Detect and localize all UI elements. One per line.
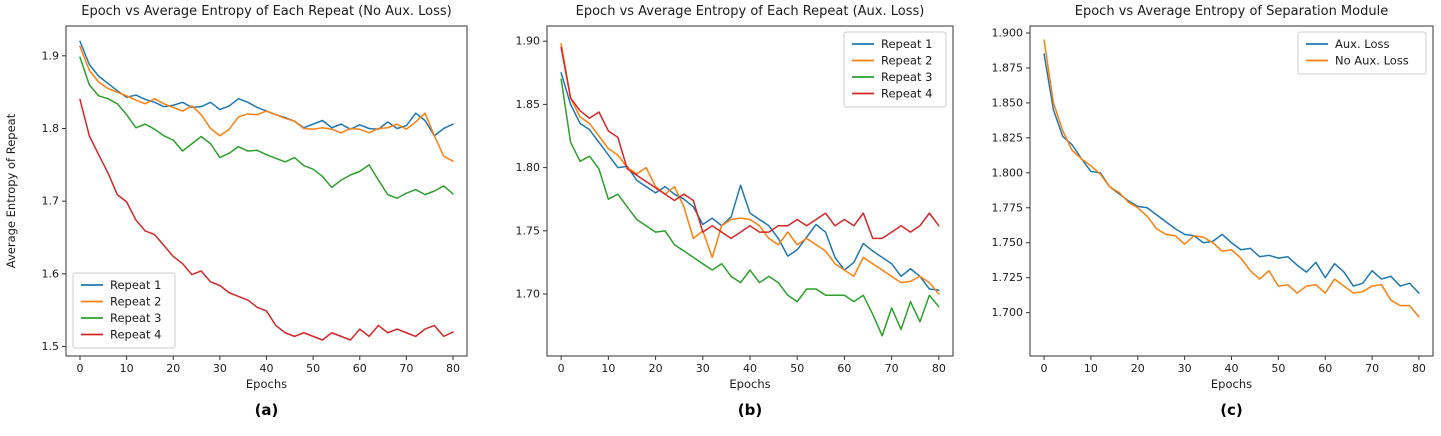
y-tick-label: 1.7 [42,195,60,208]
x-tick-label: 50 [306,362,320,375]
x-tick-label: 70 [1365,362,1379,375]
y-tick-label: 1.900 [992,26,1024,39]
x-axis-label: Epochs [1211,377,1252,391]
x-tick-label: 70 [399,362,413,375]
y-tick-label: 1.90 [516,35,541,48]
chart-b-plot: Epoch vs Average Entropy of Each Repeat … [516,4,954,391]
x-tick-label: 80 [446,362,460,375]
x-tick-label: 40 [260,362,274,375]
legend: Repeat 1 Repeat 2 Repeat 3 Repeat 4 [843,31,947,108]
y-tick-label: 1.80 [516,161,541,174]
y-tick-label: 1.800 [992,166,1024,179]
chart-c-caption: (c) [1220,401,1243,419]
x-tick-label: 20 [649,362,663,375]
y-tick-label: 1.875 [992,61,1024,74]
y-tick-label: 1.75 [516,224,541,237]
series-line-no-aux-loss [1043,39,1420,318]
x-tick-label: 70 [885,362,899,375]
legend-label: Repeat 4 [110,328,161,342]
x-tick-label: 60 [837,362,851,375]
x-tick-label: 10 [601,362,615,375]
x-tick-label: 20 [166,362,180,375]
chart-c-plot: Epoch vs Average Entropy of Separation M… [992,4,1434,391]
x-tick-label: 30 [1178,362,1192,375]
series-line-repeat-4 [560,46,940,240]
x-tick-label: 30 [213,362,227,375]
x-tick-label: 0 [558,362,565,375]
series-line-repeat-2 [79,45,454,162]
y-tick-label: 1.5 [42,340,60,353]
chart-a: Epoch vs Average Entropy of Each Repeat … [0,0,487,436]
chart-title: Epoch vs Average Entropy of Separation M… [1075,4,1388,19]
legend-label: Repeat 4 [881,87,932,101]
plot-border [1029,25,1434,357]
legend-label: Repeat 2 [110,295,161,309]
legend-label: Aux. Loss [1335,37,1390,51]
legend-label: Repeat 1 [110,278,161,292]
x-tick-label: 0 [76,362,83,375]
x-tick-label: 10 [1084,362,1098,375]
x-tick-label: 20 [1131,362,1145,375]
y-tick-label: 1.8 [42,122,60,135]
legend-label: Repeat 3 [110,311,161,325]
y-tick-label: 1.825 [992,131,1024,144]
x-tick-label: 30 [696,362,710,375]
y-axis-label: Average Entropy of Repeat [4,113,18,268]
legend-label: Repeat 2 [881,54,932,68]
y-tick-label: 1.850 [992,96,1024,109]
legend-label: Repeat 3 [881,70,932,84]
legend: Aux. Loss No Aux. Loss [1297,31,1427,75]
x-tick-label: 60 [353,362,367,375]
chart-a-caption: (a) [254,401,279,419]
series-line-repeat-1 [560,72,940,291]
legend-label: Repeat 1 [881,37,932,51]
x-tick-label: 50 [790,362,804,375]
x-tick-label: 60 [1318,362,1332,375]
series-line-repeat-4 [79,98,454,341]
x-tick-label: 10 [120,362,134,375]
x-tick-label: 0 [1041,362,1048,375]
y-tick-label: 1.775 [992,201,1024,214]
series-line-repeat-3 [79,56,454,200]
series-line-repeat-3 [560,78,940,337]
legend-box [843,31,947,108]
y-tick-label: 1.725 [992,271,1024,284]
chart-title: Epoch vs Average Entropy of Each Repeat … [576,4,925,19]
x-tick-label: 40 [1225,362,1239,375]
legend-box [72,272,176,349]
chart-b-caption: (b) [737,401,763,419]
x-axis-label: Epochs [246,377,287,391]
x-tick-label: 80 [932,362,946,375]
chart-title: Epoch vs Average Entropy of Each Repeat … [81,4,452,19]
chart-a-plot: Epoch vs Average Entropy of Each Repeat … [4,4,468,391]
y-tick-label: 1.750 [992,236,1024,249]
series-line-repeat-1 [79,40,454,137]
y-tick-label: 1.70 [516,288,541,301]
x-tick-label: 50 [1271,362,1285,375]
chart-b: Epoch vs Average Entropy of Each Repeat … [487,0,967,436]
chart-c: Epoch vs Average Entropy of Separation M… [967,0,1441,436]
x-axis-label: Epochs [729,377,770,391]
y-tick-label: 1.9 [42,49,60,62]
y-tick-label: 1.85 [516,98,541,111]
x-tick-label: 40 [743,362,757,375]
series-line-repeat-2 [560,42,940,295]
y-tick-label: 1.700 [992,306,1024,319]
y-tick-label: 1.6 [42,267,60,280]
x-tick-label: 80 [1412,362,1426,375]
legend-label: No Aux. Loss [1335,54,1409,68]
legend-box [1297,31,1427,75]
legend: Repeat 1 Repeat 2 Repeat 3 Repeat 4 [72,272,176,349]
